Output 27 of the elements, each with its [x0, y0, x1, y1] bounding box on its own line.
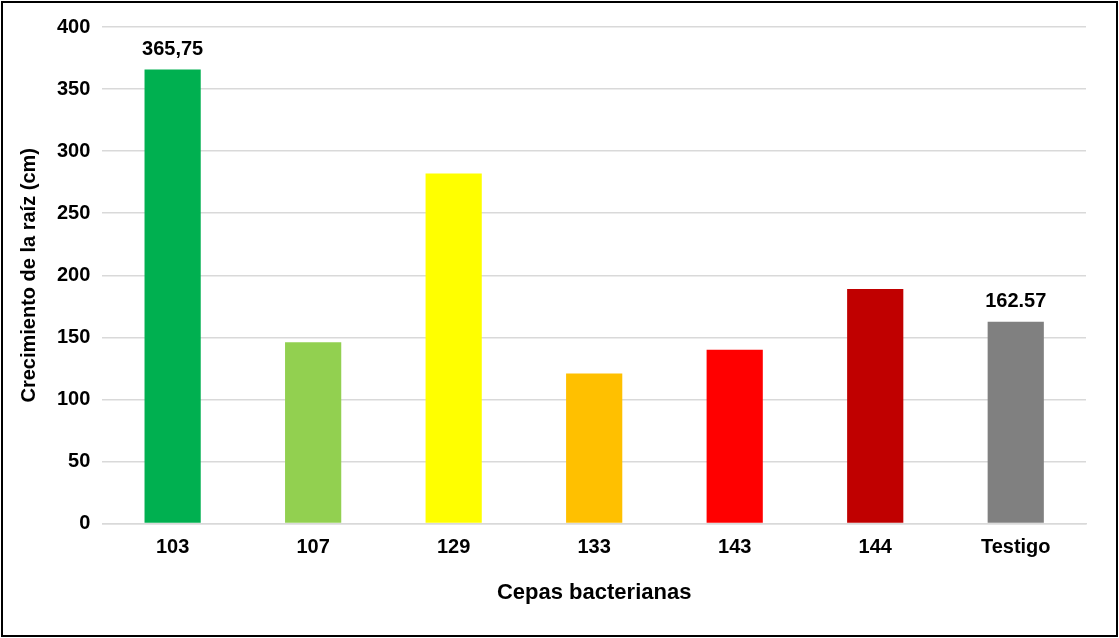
bar — [847, 288, 904, 523]
y-tick-label: 200 — [56, 262, 91, 285]
bar — [987, 321, 1044, 523]
x-tick-label: 129 — [436, 535, 471, 558]
y-tick-label: 250 — [56, 200, 91, 223]
data-label: 162.57 — [985, 289, 1047, 312]
y-tick-label: 350 — [56, 76, 91, 99]
x-tick-label: 143 — [718, 535, 752, 558]
y-tick-label: 0 — [79, 511, 91, 534]
bar — [144, 69, 201, 523]
x-tick-label: 133 — [577, 535, 611, 558]
y-tick-label: 150 — [56, 324, 91, 347]
x-tick-label: 107 — [296, 535, 330, 558]
y-tick-label: 300 — [56, 138, 91, 161]
x-tick-label: 103 — [155, 535, 190, 558]
y-tick-label: 50 — [68, 449, 91, 472]
x-axis-title: Cepas bacterianas — [496, 578, 692, 604]
x-tick-label: Testigo — [980, 535, 1051, 558]
data-label: 365,75 — [142, 37, 204, 60]
bar — [425, 173, 482, 523]
x-tick-label: 144 — [858, 535, 893, 558]
y-axis-title: Crecimiento de la raíz (cm) — [16, 148, 39, 403]
bar — [285, 342, 342, 523]
bar — [566, 373, 623, 523]
y-tick-label: 100 — [56, 386, 91, 409]
bar — [706, 349, 763, 523]
y-tick-label: 400 — [56, 14, 91, 37]
